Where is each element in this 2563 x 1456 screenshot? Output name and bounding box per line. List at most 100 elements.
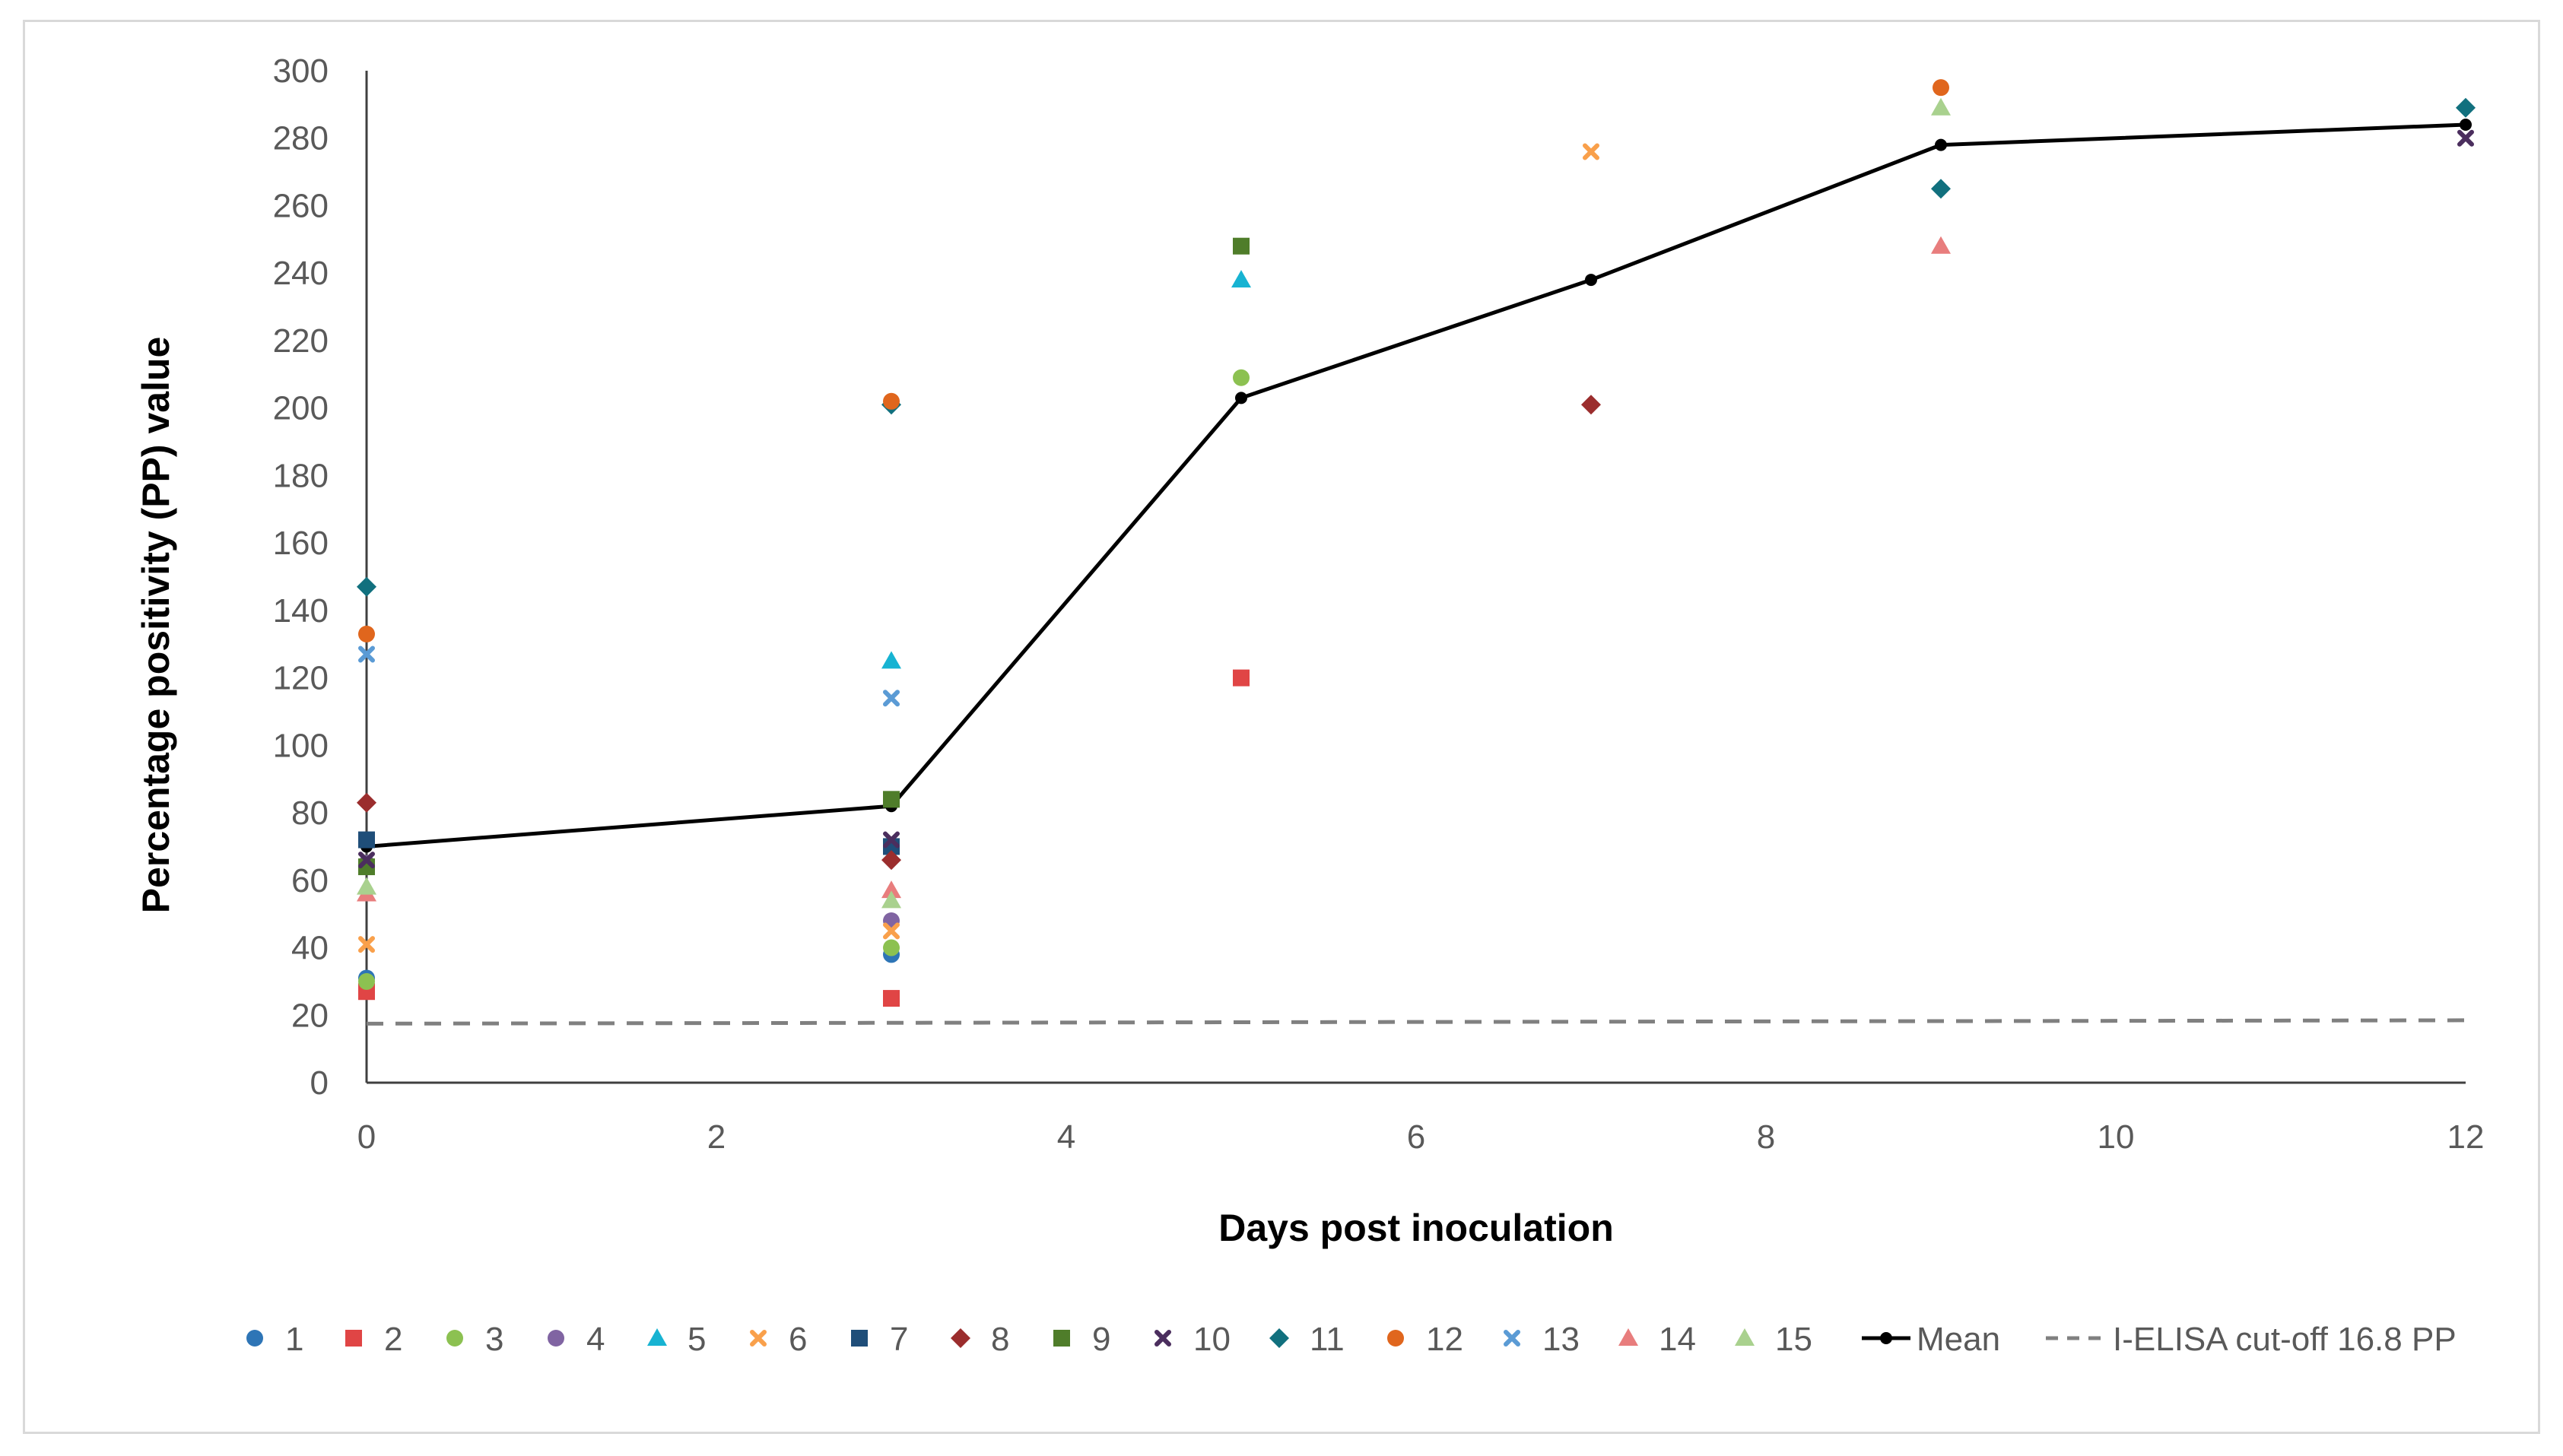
legend-marker-14: [1618, 1328, 1638, 1346]
x-tick-label-0: 0: [357, 1118, 376, 1156]
y-tick-label-100: 100: [273, 727, 329, 764]
legend-marker-3: [446, 1330, 463, 1347]
point-series-14-day-3: [881, 880, 901, 899]
legend-marker-12: [1387, 1330, 1404, 1347]
legend-label-15: 15: [1775, 1321, 1812, 1358]
y-tick-label-300: 300: [273, 52, 329, 90]
point-series-6-day-0: [358, 936, 375, 953]
y-tick-label-160: 160: [273, 525, 329, 562]
legend-label-mean: Mean: [1917, 1321, 2000, 1358]
legend-label-12: 12: [1426, 1321, 1463, 1358]
legend-label-2: 2: [384, 1321, 402, 1358]
x-tick-label-8: 8: [1757, 1118, 1775, 1156]
point-series-9-day-3: [883, 791, 900, 808]
x-tick-label-4: 4: [1057, 1118, 1075, 1156]
point-series-7-day-0: [358, 831, 375, 849]
mean-line-path: [366, 122, 2466, 849]
data-points: [357, 79, 2476, 1007]
point-series-11-day-12: [2456, 97, 2476, 118]
y-tick-label-0: 0: [310, 1064, 329, 1102]
legend-marker-2: [345, 1330, 362, 1347]
x-tick-labels: 0 2 4 6 8 10 12: [357, 1118, 2485, 1156]
point-series-3-day-5: [1233, 369, 1250, 386]
legend-marker-mean-dot: [1880, 1332, 1892, 1344]
y-tick-label-60: 60: [291, 862, 329, 899]
legend-marker-6: [750, 1330, 767, 1347]
point-series-10-day-0: [358, 852, 375, 869]
point-series-11-day-0: [357, 576, 376, 597]
legend-label-4: 4: [586, 1321, 605, 1358]
point-series-2-day-5: [1233, 669, 1250, 687]
x-tick-label-2: 2: [707, 1118, 726, 1156]
point-series-2-day-3: [883, 990, 900, 1007]
point-series-5-day-3: [881, 651, 901, 669]
y-tick-label-20: 20: [291, 997, 329, 1034]
point-series-13-day-0: [358, 646, 375, 663]
legend-marker-13: [1504, 1330, 1520, 1347]
legend-marker-8: [951, 1328, 970, 1348]
point-series-12-day-9: [1933, 79, 1949, 97]
point-series-5-day-5: [1231, 270, 1251, 288]
x-tick-label-10: 10: [2098, 1118, 2135, 1156]
legend-label-8: 8: [991, 1321, 1009, 1358]
point-series-10-day-3: [883, 831, 900, 849]
point-series-12-day-0: [358, 625, 375, 642]
point-series-15-day-9: [1931, 97, 1951, 116]
cutoff-line: [366, 1018, 2466, 1026]
legend-label-1: 1: [285, 1321, 303, 1358]
point-series-9-day-5: [1233, 237, 1250, 255]
legend-label-9: 9: [1092, 1321, 1110, 1358]
legend-label-6: 6: [789, 1321, 807, 1358]
legend-label-14: 14: [1659, 1321, 1696, 1358]
legend-marker-10: [1154, 1330, 1171, 1347]
y-tick-label-260: 260: [273, 187, 329, 224]
y-tick-label-200: 200: [273, 390, 329, 427]
legend-label-11: 11: [1310, 1321, 1345, 1358]
mean-point-day-12: [2460, 118, 2472, 131]
y-axis-title: Percentage positivity (PP) value: [135, 337, 177, 914]
legend-label-7: 7: [890, 1321, 908, 1358]
legend-marker-15: [1735, 1328, 1755, 1346]
mean-point-day-7: [1585, 274, 1597, 287]
y-tick-label-80: 80: [291, 795, 329, 832]
point-series-14-day-9: [1931, 236, 1951, 254]
point-series-12-day-3: [883, 392, 900, 410]
point-series-13-day-3: [883, 690, 900, 707]
cutoff-line-path: [366, 1018, 2466, 1026]
legend-label-3: 3: [485, 1321, 503, 1358]
y-tick-label-220: 220: [273, 322, 329, 360]
point-series-6-day-3: [883, 922, 900, 940]
y-tick-label-140: 140: [273, 592, 329, 630]
point-series-15-day-3: [881, 890, 901, 909]
point-series-11-day-9: [1931, 179, 1951, 199]
legend-marker-5: [647, 1328, 667, 1346]
mean-series: [360, 118, 2472, 853]
point-series-8-day-3: [881, 850, 901, 871]
chart-frame: [23, 20, 2540, 1434]
legend-label-cutoff: I-ELISA cut-off 16.8 PP: [2113, 1321, 2457, 1358]
legend-label-5: 5: [688, 1321, 706, 1358]
y-tick-label-180: 180: [273, 457, 329, 494]
point-series-3-day-3: [883, 939, 900, 956]
legend-marker-7: [851, 1330, 868, 1347]
legend-marker-4: [548, 1330, 564, 1347]
x-tick-label-6: 6: [1407, 1118, 1425, 1156]
legend-label-13: 13: [1542, 1321, 1580, 1358]
x-tick-label-12: 12: [2447, 1118, 2485, 1156]
mean-point-day-5: [1235, 392, 1247, 404]
legend: 1 2 3 4 5 6 7 8 9 10 11 12 13 14 15 Mean I-ELISA cut-off…: [246, 1321, 2457, 1358]
axes: [365, 71, 2466, 1084]
point-series-10-day-12: [2457, 129, 2474, 147]
point-series-8-day-7: [1581, 395, 1601, 415]
y-tick-label-240: 240: [273, 255, 329, 292]
mean-point-day-9: [1935, 138, 1947, 151]
y-tick-label-40: 40: [291, 930, 329, 967]
legend-marker-1: [246, 1330, 263, 1347]
y-tick-label-280: 280: [273, 120, 329, 157]
point-series-8-day-0: [357, 792, 376, 813]
point-series-15-day-0: [357, 877, 376, 895]
legend-label-10: 10: [1193, 1321, 1231, 1358]
legend-marker-9: [1053, 1330, 1070, 1347]
x-axis-title: Days post inoculation: [1218, 1207, 1614, 1249]
